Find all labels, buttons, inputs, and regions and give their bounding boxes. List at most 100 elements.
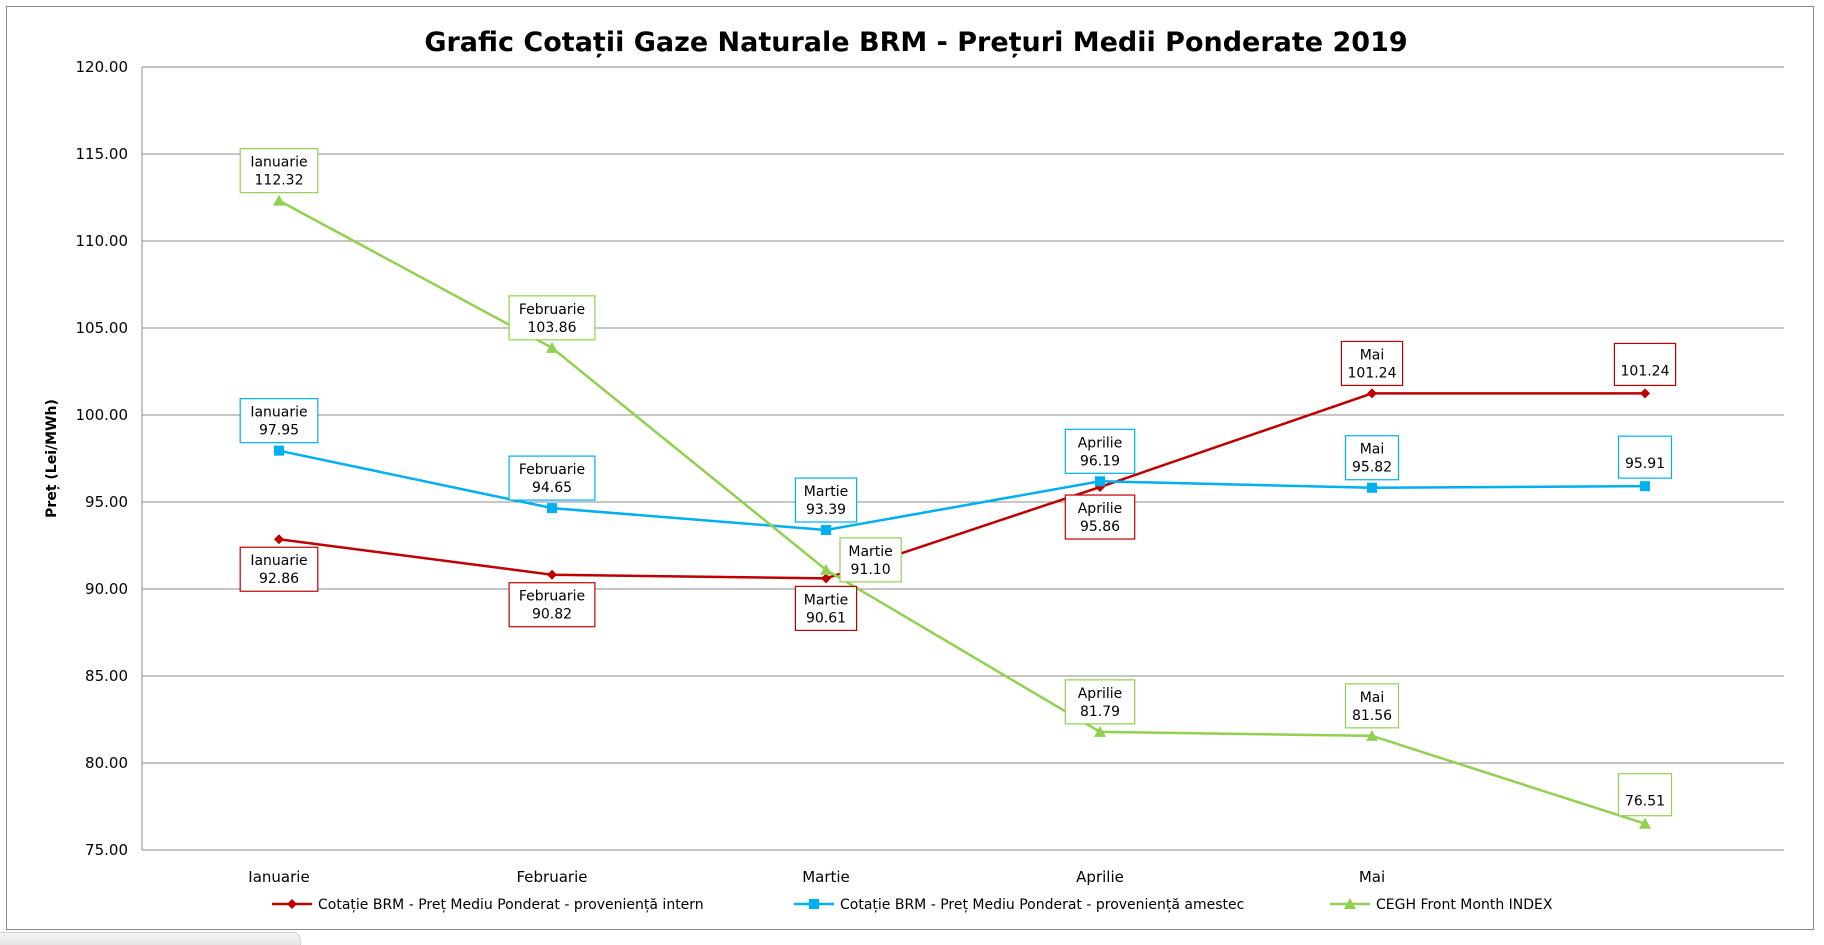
legend-marker (1344, 898, 1356, 909)
x-tick-label: Martie (802, 868, 850, 886)
sheet-scrollbar-edge (0, 932, 301, 945)
data-point (820, 563, 832, 575)
x-tick-label: Mai (1359, 868, 1385, 886)
data-label-box (239, 148, 319, 194)
data-label-category: Februarie (519, 589, 585, 605)
data-label-category: Mai (1360, 442, 1385, 458)
data-point (273, 194, 285, 206)
data-label-category: Aprilie (1078, 501, 1123, 517)
data-label-box (794, 477, 858, 523)
data-point (1095, 476, 1105, 487)
y-axis-title: Preț (Lei/MWh) (44, 399, 60, 518)
data-label-category: Ianuarie (250, 405, 307, 421)
series-line (278, 199, 1646, 825)
data-label: Aprilie 95.86 (1064, 494, 1136, 540)
data-label-box (1617, 773, 1673, 817)
data-label-box (508, 455, 596, 501)
data-label-box (839, 537, 902, 583)
data-label-box (1064, 428, 1136, 474)
data-label-value: 101.24 (1348, 365, 1397, 381)
data-point (1367, 482, 1377, 493)
y-axis: 75.00 80.00 85.00 90.00 95.00 100.00 105.00 110… (76, 58, 129, 859)
data-label-value: 96.19 (1080, 453, 1120, 469)
data-label-value: 81.56 (1352, 708, 1392, 724)
legend: Cotație BRM - Preț Mediu Ponderat - prov… (272, 897, 1553, 913)
y-tick-label: 105.00 (76, 319, 129, 337)
data-label-value: 103.86 (528, 320, 577, 336)
data-label: 101.24 (1613, 342, 1677, 387)
data-label-box (1344, 683, 1400, 729)
data-point (1367, 388, 1377, 399)
data-label: 95.91 (1617, 435, 1673, 479)
chart-title: Grafic Cotații Gaze Naturale BRM - Prețu… (424, 27, 1407, 58)
data-label-category: Aprilie (1078, 435, 1123, 451)
data-label-category: Mai (1360, 690, 1385, 706)
data-label-box (1344, 435, 1400, 481)
data-label: Mai 81.56 (1344, 683, 1400, 729)
data-label: Ianuarie 97.95 (239, 398, 319, 444)
data-label-box (1617, 435, 1673, 479)
y-tick-label: 110.00 (76, 232, 129, 250)
y-tick-label: 85.00 (85, 667, 128, 685)
data-label-box (239, 398, 319, 444)
data-point (547, 503, 557, 514)
data-label: Aprilie 81.79 (1064, 679, 1136, 725)
data-label-box (1340, 340, 1404, 387)
data-point (547, 569, 557, 580)
series-2 (274, 445, 1650, 536)
data-label-box (1613, 342, 1677, 387)
data-label: 76.51 (1617, 773, 1673, 817)
data-label: Aprilie 96.19 (1064, 428, 1136, 474)
data-label-category: Martie (804, 484, 848, 500)
data-label: Mai 101.24 (1340, 340, 1404, 387)
legend-label: Cotație BRM - Preț Mediu Ponderat - prov… (840, 897, 1244, 913)
data-label-category: Aprilie (1078, 686, 1123, 702)
data-label-value: 81.79 (1080, 704, 1120, 720)
plot-area (141, 67, 1784, 851)
legend-marker (809, 899, 819, 909)
data-label-box (1064, 494, 1136, 540)
data-label-value: 92.86 (259, 571, 299, 587)
x-axis: Ianuarie Februarie Martie Aprilie Mai (248, 868, 1385, 886)
data-label-box (1064, 679, 1136, 725)
data-label-category: Martie (804, 592, 848, 608)
data-label-value: 97.95 (259, 423, 299, 439)
data-point (1640, 388, 1650, 399)
data-label-value: 95.91 (1625, 456, 1665, 472)
y-tick-label: 80.00 (85, 754, 128, 772)
data-label-value: 101.24 (1621, 363, 1670, 379)
legend-marker (287, 899, 297, 909)
data-label-box (239, 546, 319, 592)
series-line (278, 392, 1645, 580)
data-label-category: Ianuarie (250, 155, 307, 171)
x-tick-label: Ianuarie (248, 868, 309, 886)
data-label: Mai 95.82 (1344, 435, 1400, 481)
y-tick-label: 75.00 (85, 841, 128, 859)
data-label: Martie 91.10 (839, 537, 902, 583)
data-label-value: 95.86 (1080, 519, 1120, 535)
data-label-value: 94.65 (532, 480, 572, 496)
data-label-value: 95.82 (1352, 460, 1392, 476)
legend-item: CEGH Front Month INDEX (1330, 897, 1553, 913)
y-tick-label: 95.00 (85, 493, 128, 511)
data-label: Ianuarie 92.86 (239, 546, 319, 592)
data-point (546, 341, 558, 353)
series-1 (274, 388, 1650, 584)
data-label-box (794, 585, 858, 631)
data-label-value: 76.51 (1625, 794, 1665, 810)
data-label: Februarie 103.86 (508, 295, 596, 341)
data-label-box (508, 582, 596, 628)
series-line (278, 449, 1646, 532)
legend-label: Cotație BRM - Preț Mediu Ponderat - prov… (318, 897, 704, 913)
data-labels-group: Ianuarie 92.86 Februarie 90.82 Martie 90.61 Ap… (239, 148, 1677, 817)
data-point (1094, 725, 1106, 737)
data-label-value: 90.82 (532, 607, 572, 623)
data-point (274, 445, 284, 456)
data-label: Martie 93.39 (794, 477, 858, 523)
data-label-value: 93.39 (806, 502, 846, 518)
data-point (1366, 729, 1378, 741)
data-point (1640, 481, 1650, 492)
data-label-value: 112.32 (255, 173, 304, 189)
data-label: Februarie 94.65 (508, 455, 596, 501)
